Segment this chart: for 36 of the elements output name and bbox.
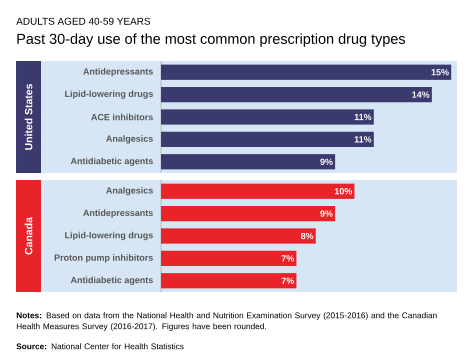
y-tick-label: Lipid-lowering drugs (65, 232, 153, 240)
bar (161, 184, 354, 199)
bar (161, 86, 432, 102)
y-tick-label: ACE inhibitors (91, 114, 153, 120)
data-label: 11% (354, 136, 372, 143)
data-label: 9% (320, 210, 333, 217)
bar (161, 250, 296, 266)
y-tick-label: Antidepressants (83, 68, 153, 76)
y-tick-label: Analgesics (106, 135, 153, 144)
data-label: 15% (432, 69, 449, 76)
data-label: 11% (354, 114, 372, 120)
data-label: 8% (300, 232, 314, 240)
y-axis-title: United States (24, 84, 32, 150)
y-tick-label: Proton pump inhibitors (54, 254, 153, 263)
data-label: 9% (320, 158, 333, 165)
y-tick-label: Antidiabetic agents (70, 276, 153, 286)
data-label: 7% (282, 278, 294, 284)
bar (161, 109, 374, 125)
bar (161, 132, 374, 148)
text: Notes: Based on data from the National Health and Nutrition Examination Survey (2015-2016) and the Canadian Health Measures Survey (2016-2017). Figures have been rounded. (16, 312, 437, 331)
bar (161, 154, 336, 170)
bar (161, 273, 296, 288)
y-tick-label: Lipid-lowering drugs (65, 90, 153, 99)
chart-title: Past 30-day use of the most common prescription drug types (17, 33, 406, 47)
text: Source: National Center for Health Statistics (16, 343, 184, 350)
bar (161, 206, 336, 222)
y-tick-label: Antidiabetic agents (70, 158, 153, 166)
bar (161, 64, 452, 80)
bar (161, 228, 316, 244)
y-tick-label: Antidepressants (83, 209, 153, 218)
y-tick-label: Analgesics (106, 186, 153, 196)
data-label: 14% (412, 91, 430, 98)
y-axis-title: Canada (24, 217, 32, 254)
data-label: 7% (282, 255, 294, 262)
data-label: 10% (334, 188, 352, 194)
chart-subtitle: ADULTS AGED 40-59 YEARS (16, 18, 150, 25)
